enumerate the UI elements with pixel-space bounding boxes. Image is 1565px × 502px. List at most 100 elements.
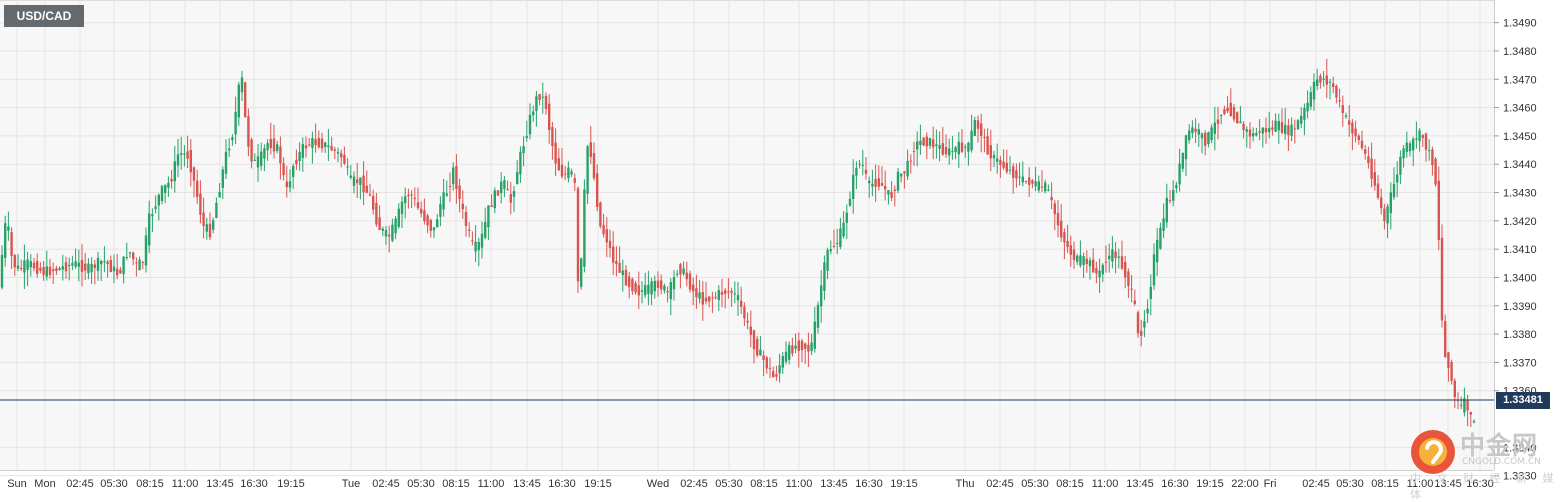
candle-up (1008, 156, 1012, 175)
candle-up (1191, 120, 1194, 139)
candle-up (1082, 252, 1085, 278)
candle-down (192, 166, 196, 198)
candle-down (407, 188, 410, 209)
candle-up (887, 190, 890, 205)
candle-up (215, 197, 218, 219)
x-tick-label: 11:00 (1407, 478, 1434, 490)
candle-up (1034, 166, 1037, 191)
candle-down (544, 92, 548, 115)
candle-down (282, 157, 285, 181)
candle-up (512, 185, 516, 212)
candle-down (1130, 275, 1133, 303)
candle-down (455, 154, 458, 204)
candle-up (1076, 253, 1079, 265)
y-tick-label: 1.3480 (1503, 46, 1537, 58)
candle-down (922, 137, 925, 147)
candle-down (605, 217, 608, 258)
candle-up (212, 217, 215, 234)
candle-up (7, 211, 10, 241)
candle-up (500, 172, 503, 204)
candle-down (986, 128, 989, 155)
candle-up (698, 279, 701, 304)
x-tick-label: 08:15 (442, 478, 470, 490)
candle-up (1300, 107, 1303, 129)
candle-down (1031, 179, 1034, 189)
candle-up (900, 173, 903, 183)
y-tick-label: 1.3460 (1503, 103, 1537, 115)
candle-up (957, 131, 960, 169)
candle-down (1069, 235, 1072, 267)
candle-down (80, 244, 84, 287)
candle-down (589, 126, 592, 164)
candle-up (650, 277, 653, 305)
candle-up (1328, 78, 1332, 100)
candle-down (903, 170, 906, 189)
candle-up (1399, 150, 1402, 184)
candle-down (1236, 111, 1239, 124)
candle-down (1133, 289, 1136, 306)
candle-up (1316, 68, 1319, 91)
x-tick-label: 13:45 (513, 478, 541, 490)
candle-up (477, 237, 480, 267)
candle-up (224, 139, 228, 179)
candle-up (522, 136, 525, 167)
x-tick-label: 16:30 (548, 478, 576, 490)
candle-down (711, 291, 714, 314)
candle-up (1239, 105, 1242, 124)
candle-up (154, 195, 157, 214)
candle-up (1386, 203, 1389, 239)
candle-up (1344, 112, 1348, 119)
candle-up (1108, 243, 1111, 273)
candle-up (1165, 183, 1168, 228)
candle-up (1290, 117, 1293, 142)
y-tick-label: 1.3390 (1503, 301, 1537, 313)
candle-down (106, 259, 109, 278)
candle-up (327, 128, 330, 161)
candle-down (490, 194, 493, 208)
candle-down (36, 253, 39, 278)
candle-down (20, 259, 23, 272)
candle-down (615, 246, 618, 277)
candle-down (612, 231, 615, 275)
candle-down (727, 278, 730, 299)
candle-down (308, 137, 311, 147)
x-tick-label: 08:15 (136, 478, 164, 490)
candle-up (1178, 148, 1181, 192)
candle-down (768, 357, 772, 378)
candle-up (788, 341, 791, 365)
x-tick-label: 13:45 (206, 478, 234, 490)
candle-down (634, 280, 637, 295)
candle-up (525, 120, 528, 142)
candle-down (714, 291, 717, 300)
candle-up (256, 143, 260, 182)
candle-up (484, 207, 487, 240)
cngold-logo-icon (1411, 430, 1455, 474)
candle-up (103, 246, 106, 273)
candle-up (1274, 113, 1277, 133)
candle-down (1453, 378, 1456, 408)
y-tick-label: 1.3440 (1503, 159, 1537, 171)
candle-down (560, 148, 564, 179)
candle-up (823, 255, 826, 301)
candle-up (359, 177, 362, 200)
x-tick-label: 13:45 (1434, 478, 1462, 490)
candle-up (970, 114, 973, 153)
x-tick-label: 11:00 (1092, 478, 1119, 490)
candle-down (84, 252, 87, 280)
candle-up (676, 270, 679, 277)
x-tick-label: 05:30 (100, 478, 128, 490)
candle-up (218, 183, 221, 198)
x-tick-label: 02:45 (986, 478, 1014, 490)
candle-down (1095, 261, 1098, 284)
candle-up (45, 250, 48, 281)
candle-down (1293, 119, 1296, 144)
candle-up (1277, 113, 1280, 144)
candle-up (954, 145, 957, 160)
candle-up (820, 270, 823, 323)
candle-up (138, 256, 141, 271)
candle-up (973, 116, 976, 137)
candle-down (429, 218, 432, 238)
candle-up (717, 285, 720, 312)
candle-down (269, 122, 272, 155)
